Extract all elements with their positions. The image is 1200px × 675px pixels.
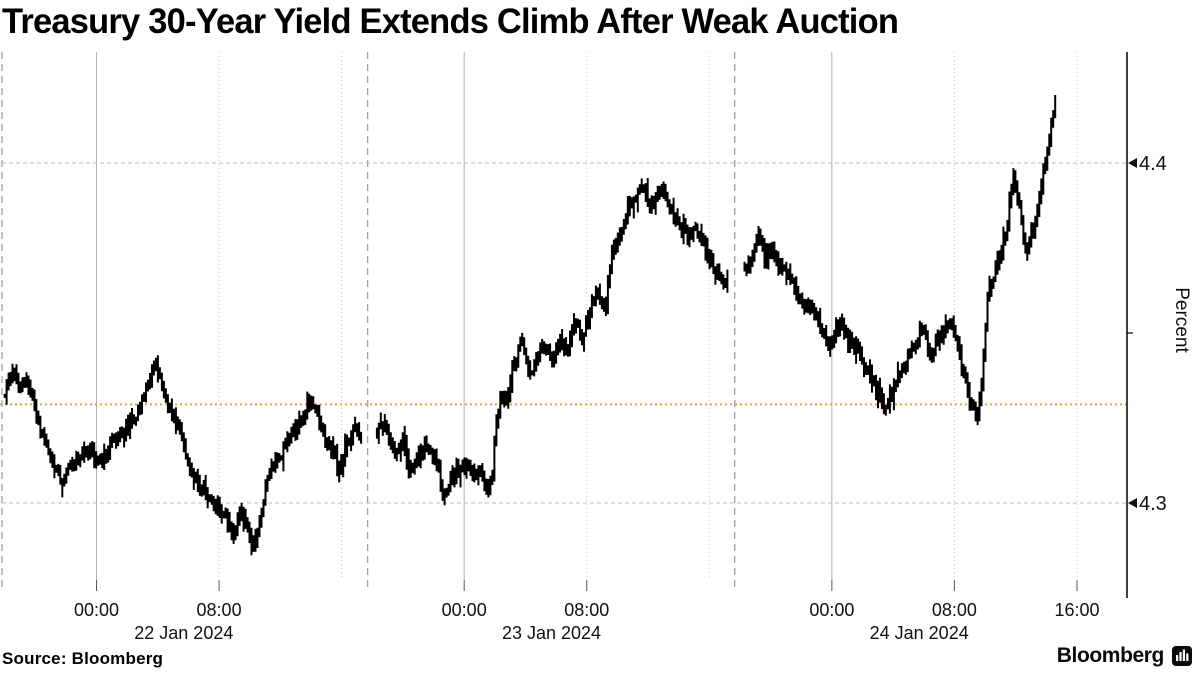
x-tick-label: 00:00 — [809, 600, 854, 620]
y-tick-arrow-icon — [1128, 158, 1137, 168]
price-series-segment — [3, 355, 363, 556]
y-tick-arrow-icon — [1128, 498, 1137, 508]
x-tick-label: 16:00 — [1054, 600, 1099, 620]
x-tick-label: 00:00 — [442, 600, 487, 620]
bloomberg-logo: Bloomberg — [1057, 644, 1192, 668]
price-series-segment — [743, 95, 1057, 426]
x-tick-label: 00:00 — [74, 600, 119, 620]
y-axis-title: Percent — [1171, 287, 1192, 353]
y-tick-label: 4.4 — [1139, 153, 1167, 175]
x-date-label: 22 Jan 2024 — [134, 623, 233, 643]
bloomberg-wordmark: Bloomberg — [1056, 644, 1165, 667]
y-tick-label: 4.3 — [1139, 493, 1167, 515]
source-label: Source: Bloomberg — [2, 649, 164, 668]
x-date-label: 23 Jan 2024 — [502, 623, 601, 643]
x-tick-label: 08:00 — [932, 600, 977, 620]
price-series-segment — [375, 178, 729, 506]
x-tick-label: 08:00 — [564, 600, 609, 620]
bloomberg-bars-icon — [1172, 646, 1192, 666]
chart-title: Treasury 30-Year Yield Extends Climb Aft… — [2, 2, 899, 41]
x-tick-label: 08:00 — [197, 600, 242, 620]
x-date-label: 24 Jan 2024 — [870, 623, 969, 643]
